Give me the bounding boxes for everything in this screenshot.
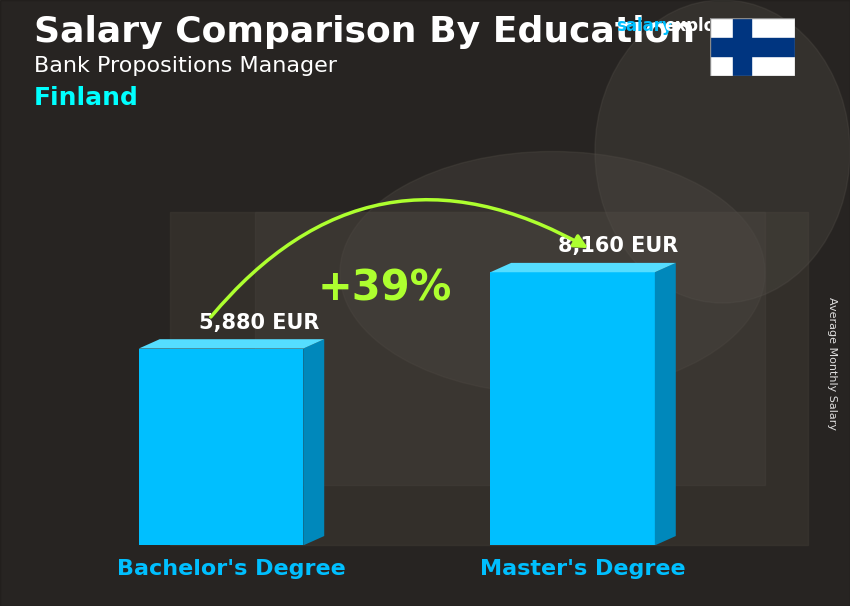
Text: +39%: +39% (318, 268, 452, 310)
Polygon shape (139, 348, 303, 545)
Text: Average Monthly Salary: Average Monthly Salary (827, 297, 837, 430)
Text: Bachelor's Degree: Bachelor's Degree (117, 559, 346, 579)
Bar (170, 212, 808, 545)
Bar (255, 212, 765, 485)
Text: salary: salary (616, 17, 673, 35)
Polygon shape (654, 263, 676, 545)
Ellipse shape (340, 152, 765, 394)
Text: 8,160 EUR: 8,160 EUR (558, 236, 677, 256)
Text: Finland: Finland (34, 86, 139, 110)
Bar (734, 18, 751, 76)
Bar (710, 38, 795, 56)
Polygon shape (139, 339, 324, 348)
Text: explorer.com: explorer.com (665, 17, 786, 35)
Ellipse shape (595, 0, 850, 303)
Text: 5,880 EUR: 5,880 EUR (199, 313, 319, 333)
Polygon shape (303, 339, 324, 545)
Text: Master's Degree: Master's Degree (480, 559, 686, 579)
Text: Salary Comparison By Education: Salary Comparison By Education (34, 15, 695, 49)
Polygon shape (490, 263, 676, 272)
Polygon shape (490, 272, 654, 545)
Text: Bank Propositions Manager: Bank Propositions Manager (34, 56, 337, 76)
